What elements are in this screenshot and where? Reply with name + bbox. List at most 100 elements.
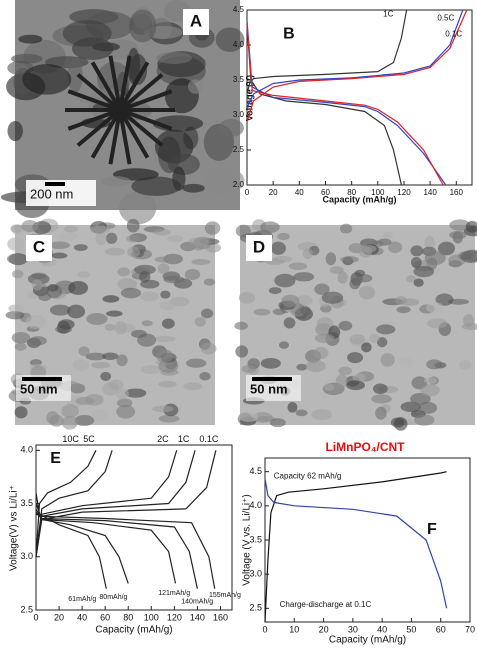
particle (67, 304, 86, 319)
particle (73, 244, 88, 251)
y-axis-label: Voltage (V vs. Li/Li⁺) (242, 494, 253, 585)
particle (115, 388, 129, 400)
series-line (246, 9, 464, 186)
particle (349, 278, 361, 290)
x-tick-label: 0 (33, 612, 38, 622)
series-name: 1C (178, 434, 190, 444)
particle (313, 346, 329, 360)
particle (49, 304, 71, 316)
particle (86, 313, 108, 325)
series-name: 0.1C (199, 434, 219, 444)
particle (116, 404, 136, 419)
particle (77, 271, 91, 278)
particle (21, 219, 39, 233)
particle (347, 352, 364, 364)
particle (78, 346, 90, 356)
x-tick-label: 0 (245, 188, 250, 197)
particle (241, 364, 257, 374)
particle (316, 317, 334, 331)
particle (47, 283, 59, 292)
particle (268, 287, 282, 295)
particle (118, 191, 157, 225)
particle (18, 34, 43, 44)
y-tick-label: 3.5 (233, 75, 245, 84)
particle (11, 269, 24, 279)
x-tick-label: 20 (319, 624, 329, 634)
x-tick-label: 120 (397, 188, 411, 197)
needle (119, 89, 173, 112)
particle (238, 292, 256, 304)
particle (134, 264, 156, 275)
particle (269, 418, 286, 428)
particle (238, 411, 259, 422)
x-tick-label: 160 (450, 188, 464, 197)
particle (423, 377, 438, 384)
particle (51, 252, 68, 259)
particle (11, 224, 25, 235)
particle (189, 237, 209, 247)
y-tick-label: 4.0 (20, 445, 33, 455)
particle (194, 316, 206, 327)
particle (460, 250, 477, 263)
y-tick-label: 3.0 (249, 569, 262, 579)
y-tick-label: 4.0 (249, 500, 262, 510)
series-label: 61mAh/g (68, 596, 96, 603)
particle (376, 324, 396, 335)
particle (260, 357, 281, 369)
x-axis-label: Capacity (mAh/g) (329, 635, 406, 646)
particle (49, 414, 64, 427)
scale-bar (252, 377, 292, 381)
series-label: 140mAh/g (181, 598, 213, 605)
particle (199, 371, 211, 381)
particle (7, 120, 23, 142)
x-axis-label: Capacity (mAh/g) (322, 194, 396, 204)
particle (300, 305, 311, 316)
particle (167, 235, 183, 243)
particle (130, 329, 147, 339)
x-tick-label: 60 (436, 624, 446, 634)
particle (25, 315, 47, 329)
particle (187, 79, 204, 94)
x-tick-label: 40 (77, 612, 87, 622)
particle (89, 225, 110, 234)
particle (8, 304, 25, 313)
particle (400, 401, 421, 413)
particle (325, 252, 337, 266)
particle (314, 283, 330, 295)
particle (283, 317, 296, 329)
particle (141, 320, 153, 327)
series-label: 155mAh/g (209, 592, 241, 599)
particle (277, 232, 290, 241)
needle (118, 73, 164, 112)
series-line (264, 471, 447, 623)
x-tick-label: 60 (321, 188, 330, 197)
particle (139, 271, 151, 283)
y-tick-label: 3.5 (249, 534, 262, 544)
particle (91, 408, 109, 422)
series-name: 0.1C (445, 30, 462, 39)
particle (204, 221, 221, 235)
needle (118, 109, 132, 165)
particle (127, 246, 141, 258)
x-tick-label: 50 (406, 624, 416, 634)
particle (459, 360, 472, 370)
particle (61, 415, 78, 430)
particle (154, 256, 174, 263)
particle (153, 228, 171, 236)
scale-label: 50 nm (250, 381, 288, 396)
particle (413, 414, 435, 426)
scale-bar (22, 377, 62, 381)
particle (371, 394, 392, 404)
needle (90, 61, 122, 111)
x-axis-label: Capacity (mAh/g) (95, 625, 172, 636)
particle (274, 273, 296, 288)
particle (22, 64, 72, 95)
series-line (35, 450, 217, 589)
panel-label: D (253, 237, 265, 256)
particle (461, 323, 477, 331)
particle (185, 358, 207, 368)
x-tick-label: 80 (123, 612, 133, 622)
particle (156, 349, 174, 363)
particle (418, 401, 438, 414)
particle (63, 225, 78, 233)
